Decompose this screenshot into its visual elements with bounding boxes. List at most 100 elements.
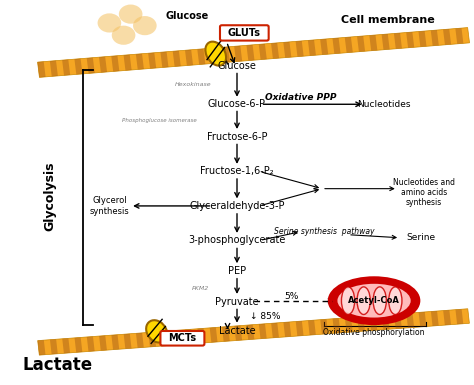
Polygon shape (296, 41, 304, 57)
Ellipse shape (357, 287, 370, 315)
Ellipse shape (337, 284, 410, 318)
Polygon shape (296, 321, 303, 336)
Text: Acetyl-CoA: Acetyl-CoA (348, 296, 400, 305)
Polygon shape (38, 340, 46, 355)
Polygon shape (271, 323, 279, 338)
Text: Glycolysis: Glycolysis (44, 162, 57, 231)
Polygon shape (74, 337, 82, 352)
Polygon shape (87, 58, 95, 74)
Polygon shape (345, 317, 353, 332)
Polygon shape (50, 339, 58, 354)
Polygon shape (185, 50, 193, 65)
Polygon shape (37, 28, 470, 77)
Polygon shape (333, 318, 340, 333)
Polygon shape (99, 336, 107, 351)
Text: 5%: 5% (284, 292, 299, 301)
Polygon shape (197, 49, 205, 65)
Polygon shape (111, 335, 119, 350)
Polygon shape (210, 48, 218, 64)
Polygon shape (394, 314, 402, 329)
Polygon shape (99, 57, 107, 72)
Text: Hexokinase: Hexokinase (174, 82, 211, 87)
Text: Glucose: Glucose (166, 11, 209, 21)
FancyBboxPatch shape (160, 331, 204, 346)
Ellipse shape (389, 287, 402, 315)
Polygon shape (234, 46, 242, 62)
Polygon shape (308, 40, 316, 56)
Polygon shape (357, 36, 365, 52)
Text: Oxidative PPP: Oxidative PPP (265, 93, 337, 102)
Polygon shape (136, 333, 144, 348)
Polygon shape (320, 39, 328, 55)
Polygon shape (431, 30, 439, 46)
Text: Serine: Serine (407, 233, 436, 242)
Polygon shape (431, 311, 438, 326)
Ellipse shape (341, 287, 355, 315)
Text: GLUTs: GLUTs (228, 28, 261, 38)
Polygon shape (148, 53, 156, 69)
Polygon shape (382, 315, 390, 330)
Polygon shape (345, 37, 353, 53)
Text: Glucose: Glucose (218, 61, 256, 71)
Polygon shape (185, 329, 193, 344)
Polygon shape (456, 28, 464, 44)
Polygon shape (74, 59, 82, 74)
Polygon shape (456, 309, 463, 324)
Polygon shape (283, 42, 292, 58)
Polygon shape (198, 328, 205, 343)
Polygon shape (369, 35, 377, 51)
Text: Glyceraldehyde-3-P: Glyceraldehyde-3-P (189, 201, 285, 211)
Ellipse shape (146, 320, 167, 343)
Polygon shape (246, 325, 255, 340)
Text: Nucleotides: Nucleotides (357, 100, 410, 109)
Polygon shape (234, 326, 242, 341)
Circle shape (119, 5, 143, 24)
FancyBboxPatch shape (220, 25, 269, 40)
Polygon shape (406, 32, 414, 48)
Polygon shape (62, 338, 70, 353)
Polygon shape (161, 52, 168, 67)
Text: 3-phosphoglycerate: 3-phosphoglycerate (188, 236, 286, 246)
Polygon shape (394, 33, 402, 49)
Polygon shape (124, 334, 131, 349)
Text: Glycerol
synthesis: Glycerol synthesis (90, 196, 129, 216)
Ellipse shape (205, 42, 226, 65)
Polygon shape (173, 51, 181, 67)
Text: Lactate: Lactate (219, 326, 255, 336)
Text: PEP: PEP (228, 266, 246, 276)
Text: Pyruvate: Pyruvate (215, 297, 259, 307)
Polygon shape (419, 31, 427, 47)
Circle shape (112, 26, 136, 45)
Polygon shape (259, 324, 267, 339)
Circle shape (98, 13, 121, 33)
Polygon shape (419, 312, 427, 327)
Text: MCTs: MCTs (169, 333, 197, 343)
Polygon shape (271, 43, 279, 59)
Polygon shape (136, 54, 144, 69)
Polygon shape (37, 62, 46, 77)
Ellipse shape (373, 287, 386, 315)
Polygon shape (259, 44, 267, 60)
Text: Glucose-6-P: Glucose-6-P (208, 99, 266, 109)
Polygon shape (369, 316, 377, 331)
Polygon shape (357, 316, 365, 331)
Text: Serine synthesis  pathway: Serine synthesis pathway (274, 227, 374, 236)
Text: Phosphoglucose isomerase: Phosphoglucose isomerase (122, 118, 197, 123)
Polygon shape (111, 56, 119, 72)
Polygon shape (246, 45, 255, 60)
Polygon shape (443, 29, 451, 45)
Polygon shape (320, 319, 328, 334)
Polygon shape (148, 332, 156, 347)
Polygon shape (382, 34, 390, 50)
Text: Cell membrane: Cell membrane (341, 15, 435, 25)
Polygon shape (87, 336, 95, 352)
Polygon shape (283, 322, 291, 337)
Polygon shape (50, 60, 58, 76)
Text: Fructose-1,6-P₂: Fructose-1,6-P₂ (200, 166, 274, 176)
Polygon shape (222, 47, 230, 63)
Text: ↓ 85%: ↓ 85% (250, 311, 280, 321)
Polygon shape (308, 320, 316, 335)
Polygon shape (38, 309, 469, 355)
Polygon shape (406, 313, 414, 328)
Circle shape (133, 16, 156, 35)
